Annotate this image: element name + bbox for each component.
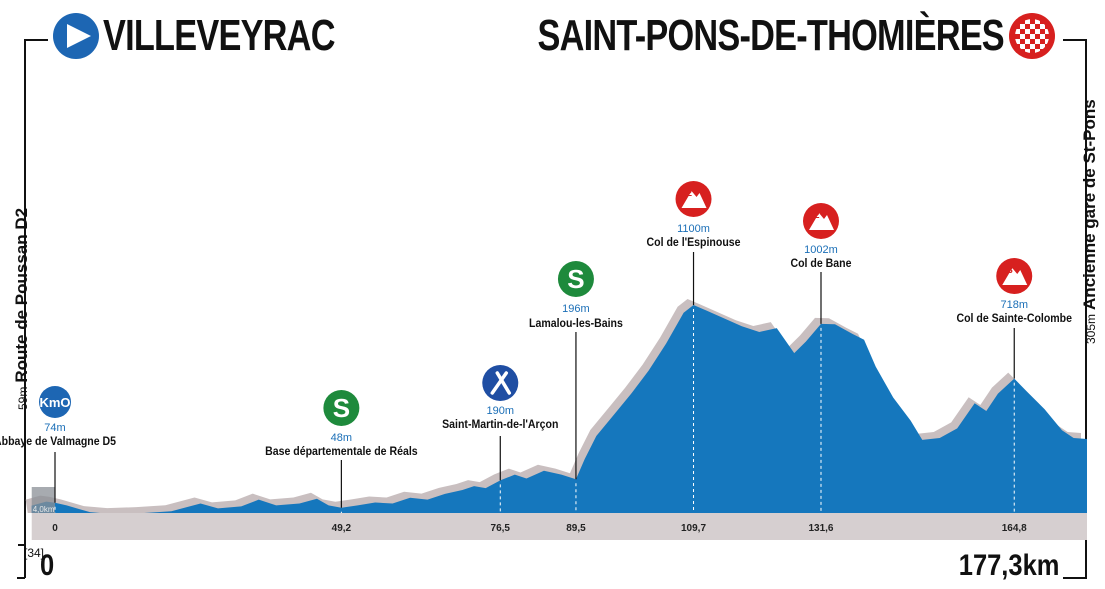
checker-square [1030, 44, 1035, 49]
profile-area [31, 305, 1088, 515]
km-zero-icon [39, 386, 71, 418]
km-zero-label: KmO [39, 395, 70, 410]
marker-elevation: 1002m [804, 244, 838, 256]
sprint-icon [557, 261, 594, 297]
marker-elevation: 48m [331, 432, 352, 444]
climb-category-number: 2 [687, 188, 692, 198]
marker-elevation: 190m [487, 405, 515, 417]
finish-city-title: SAINT-PONS-DE-THOMIÈRES [537, 11, 1005, 60]
finish-elevation: 305m [1084, 313, 1098, 344]
checker-square [1035, 29, 1040, 34]
checker-square [1035, 19, 1040, 24]
start-location: Route de Poussan D2 [12, 207, 31, 383]
start-icon-triangle [67, 24, 91, 48]
checker-square [1015, 39, 1020, 44]
checker-square [1025, 39, 1030, 44]
checker-square [1035, 39, 1040, 44]
finish-flag-icon [1009, 13, 1055, 59]
marker-elevation: 1100m [677, 223, 710, 235]
marker-elevation: 718m [1000, 299, 1028, 311]
km-tick-label: 89,5 [566, 523, 586, 534]
start-km-label: 0 [40, 549, 55, 582]
baseline-band [31, 513, 1088, 540]
marker-location-name: Base départementale de Réals [265, 445, 418, 458]
mountain-glyph [808, 213, 834, 230]
marker-location-name: Abbaye de Valmagne D5 [0, 435, 116, 448]
sprint-letter: S [567, 264, 584, 294]
climb-category-number: 2 [814, 210, 819, 220]
checker-square [1045, 39, 1049, 44]
checker-square [1040, 24, 1045, 29]
checker-square [1025, 29, 1030, 34]
marker-location-name: Col de l'Espinouse [647, 236, 741, 249]
sprint-letter: S [333, 393, 350, 423]
climb-category-number: 3 [1008, 265, 1013, 275]
checker-square [1040, 44, 1045, 49]
checker-square [1045, 29, 1049, 34]
checker-square [1020, 34, 1025, 39]
checker-square [1030, 34, 1035, 39]
neutral-zone-label: 4,0km [33, 505, 55, 514]
start-flag-icon [53, 13, 99, 59]
km-tick-label: 164,8 [1002, 523, 1027, 534]
knife-glyph [495, 371, 512, 395]
checker-square [1020, 24, 1025, 29]
right-frame-line [1063, 39, 1087, 579]
checker-square [1025, 19, 1030, 24]
stage-number: [34] [24, 546, 45, 560]
marker-location-name: Saint-Martin-de-l'Arçon [442, 418, 558, 431]
checker-square [1020, 44, 1025, 49]
marker-location-name: Lamalou-les-Bains [529, 317, 623, 330]
marker-location-name: Col de Bane [790, 257, 851, 270]
km-tick-label: 131,6 [808, 523, 833, 534]
total-distance: 177,3km [958, 549, 1059, 582]
left-frame-line [24, 39, 48, 578]
km-tick-label: 49,2 [332, 523, 352, 534]
marker-location-name: Col de Sainte-Colombe [956, 312, 1072, 325]
marker-elevation: 196m [562, 303, 590, 315]
marker-elevation: 74m [44, 422, 65, 434]
finish-location: Ancienne gare de St-Pons [1080, 99, 1099, 310]
neutral-zone [31, 487, 55, 513]
start-side-label: 59m Route de Poussan D2 [12, 208, 32, 410]
finish-side-label: 305m Ancienne gare de St-Pons [1080, 99, 1100, 344]
checker-square [1025, 49, 1030, 53]
start-city-title: VILLEVEYRAC [103, 11, 335, 60]
mountain-glyph [681, 191, 707, 208]
checker-square [1015, 29, 1020, 34]
km-tick-label: 0 [52, 523, 58, 534]
checker-square [1040, 34, 1045, 39]
fork-glyph [490, 371, 509, 395]
checker-square [1030, 24, 1035, 29]
km-tick-label: 76,5 [491, 523, 511, 534]
km-tick-label: 109,7 [681, 523, 706, 534]
start-elevation: 59m [16, 386, 30, 410]
mountain-glyph [1002, 268, 1028, 285]
sprint-icon [323, 390, 360, 426]
marker-sprint: S 196m Lamalou-les-Bains [529, 261, 623, 513]
checker-square [1035, 49, 1040, 53]
